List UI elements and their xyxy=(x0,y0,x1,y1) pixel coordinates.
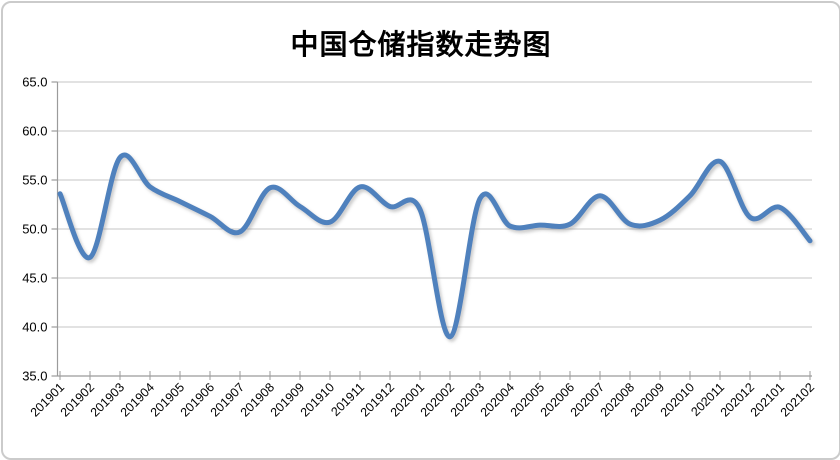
y-axis-labels: 65.0 60.0 55.0 50.0 45.0 40.0 35.0 xyxy=(22,75,58,384)
warehousing-index-series-line xyxy=(57,152,813,340)
x-tick-label: 202102 xyxy=(778,380,817,419)
x-tick-label: 202010 xyxy=(658,380,697,419)
y-tick-label: 55.0 xyxy=(22,173,47,188)
y-tick-label: 60.0 xyxy=(22,124,47,139)
y-tick-label: 35.0 xyxy=(22,369,47,384)
chart-title: 中国仓储指数走势图 xyxy=(290,30,552,61)
x-axis-labels: 2019012019022019032019042019052019062019… xyxy=(28,371,817,420)
x-tick-label: 201910 xyxy=(298,380,337,419)
y-tick-label: 40.0 xyxy=(22,320,47,335)
y-tick-label: 45.0 xyxy=(22,271,47,286)
y-tick-label: 50.0 xyxy=(22,222,47,237)
y-tick-label: 65.0 xyxy=(22,75,47,90)
